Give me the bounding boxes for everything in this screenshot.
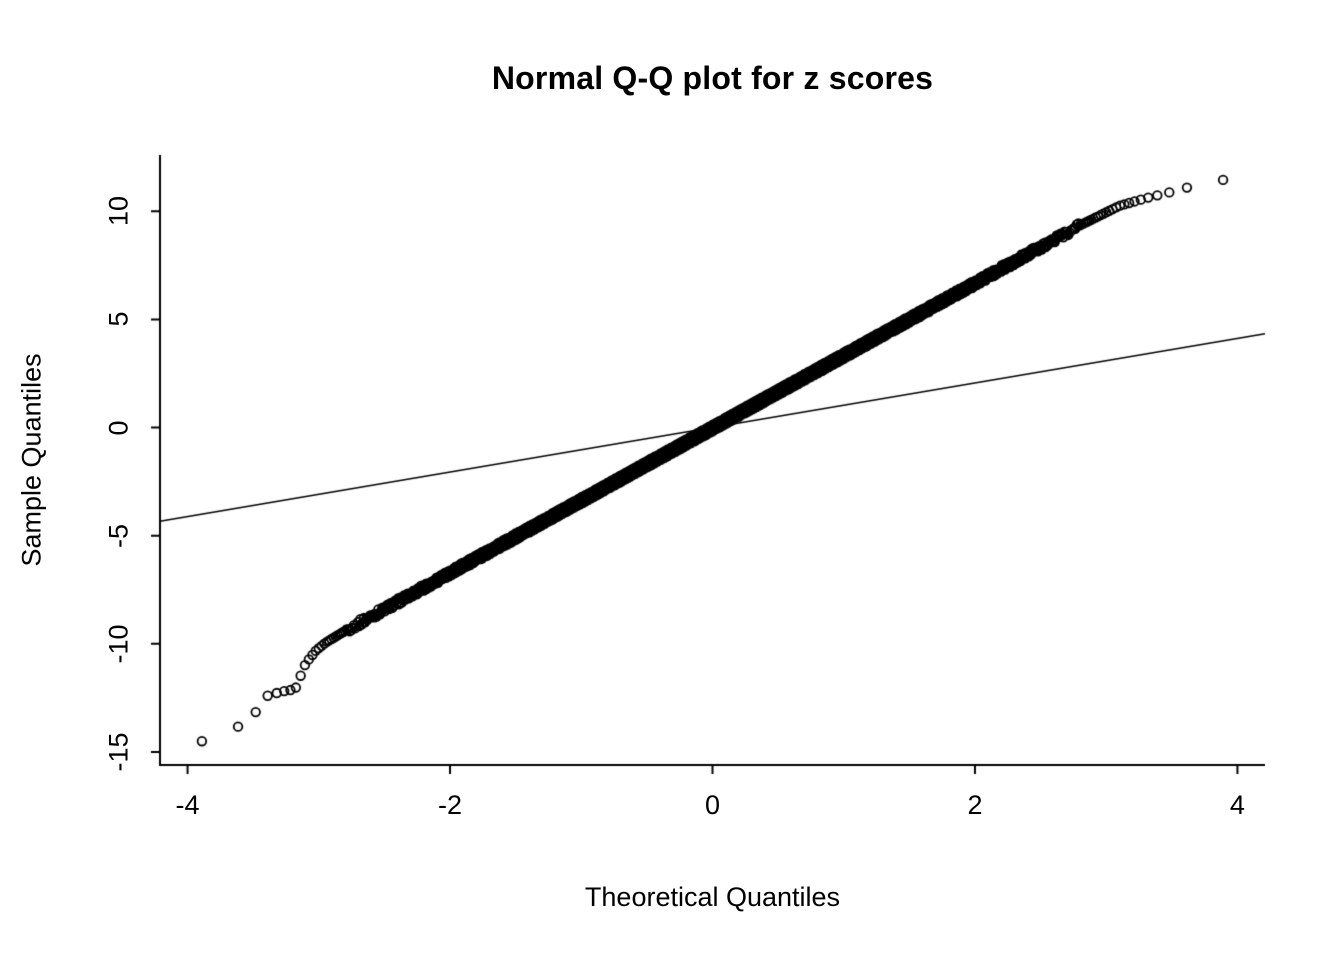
y-tick-label: -15 [103,732,134,772]
y-tick-label: 0 [103,420,134,436]
x-axis-label: Theoretical Quantiles [584,882,841,912]
x-tick-label: 0 [704,790,721,820]
y-tick-label: -5 [103,523,134,548]
x-tick-label: -2 [438,790,463,820]
x-tick-label: -4 [175,790,200,820]
y-tick-label: 10 [103,196,134,227]
y-tick-label: -10 [103,624,134,664]
x-tick-label: 2 [967,790,983,820]
chart-title: Normal Q-Q plot for z scores [491,60,934,96]
x-tick-label: 4 [1229,790,1245,820]
y-tick-label: 5 [103,311,134,327]
y-axis-label: Sample Quantiles [16,353,47,567]
